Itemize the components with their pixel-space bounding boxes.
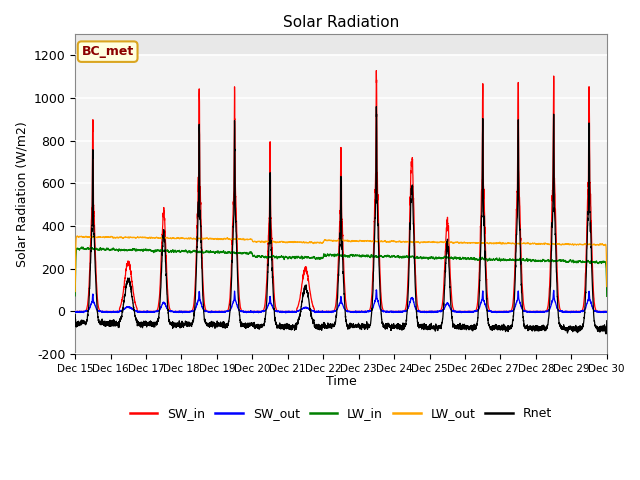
SW_out	[321, 309, 329, 314]
SW_in	[431, 309, 438, 314]
Rnet	[71, 312, 79, 317]
SW_out	[167, 309, 175, 314]
LW_out	[321, 237, 329, 243]
Bar	[75, 55, 607, 98]
Line: LW_in: LW_in	[75, 247, 607, 296]
LW_in	[167, 248, 175, 253]
SW_out	[603, 309, 611, 315]
Bar	[75, 183, 607, 226]
Line: SW_in: SW_in	[75, 71, 607, 312]
LW_out	[431, 240, 438, 245]
LW_in	[460, 255, 468, 261]
LW_in	[79, 244, 87, 250]
Rnet	[602, 329, 610, 335]
Rnet	[490, 327, 498, 333]
LW_out	[602, 245, 610, 251]
Rnet	[431, 325, 438, 331]
Rnet	[372, 104, 380, 109]
SW_in	[321, 309, 329, 314]
LW_in	[603, 293, 611, 299]
Title: Solar Radiation: Solar Radiation	[283, 15, 399, 30]
LW_in	[71, 293, 79, 299]
LW_out	[460, 240, 468, 245]
SW_out	[602, 309, 610, 315]
SW_in	[490, 309, 498, 314]
LW_out	[603, 284, 611, 289]
Bar	[75, 226, 607, 269]
LW_out	[71, 288, 79, 294]
SW_in	[603, 309, 611, 314]
SW_in	[460, 309, 468, 314]
SW_in	[71, 309, 79, 314]
SW_out	[71, 309, 79, 314]
Line: LW_out: LW_out	[75, 236, 607, 291]
Rnet	[460, 324, 468, 330]
LW_in	[602, 265, 610, 271]
SW_in	[372, 68, 380, 73]
LW_in	[431, 256, 438, 262]
LW_out	[167, 235, 175, 241]
SW_out	[490, 309, 498, 314]
Rnet	[602, 331, 610, 337]
Line: Rnet: Rnet	[75, 107, 607, 334]
SW_in	[602, 309, 610, 314]
LW_out	[490, 240, 498, 246]
Bar	[75, 269, 607, 312]
Legend: SW_in, SW_out, LW_in, LW_out, Rnet: SW_in, SW_out, LW_in, LW_out, Rnet	[125, 402, 557, 425]
Bar	[75, 141, 607, 183]
LW_out	[74, 233, 81, 239]
Rnet	[321, 323, 329, 329]
LW_in	[321, 252, 329, 257]
Line: SW_out: SW_out	[75, 290, 607, 313]
SW_out	[431, 309, 438, 314]
SW_out	[460, 309, 468, 315]
Rnet	[603, 318, 611, 324]
Y-axis label: Solar Radiation (W/m2): Solar Radiation (W/m2)	[15, 121, 28, 267]
X-axis label: Time: Time	[326, 375, 356, 388]
SW_out	[282, 310, 289, 316]
SW_out	[372, 287, 380, 293]
Bar	[75, 312, 607, 354]
Text: BC_met: BC_met	[81, 45, 134, 58]
SW_in	[167, 308, 175, 313]
Rnet	[167, 321, 175, 326]
LW_in	[490, 257, 498, 263]
Bar	[75, 98, 607, 141]
